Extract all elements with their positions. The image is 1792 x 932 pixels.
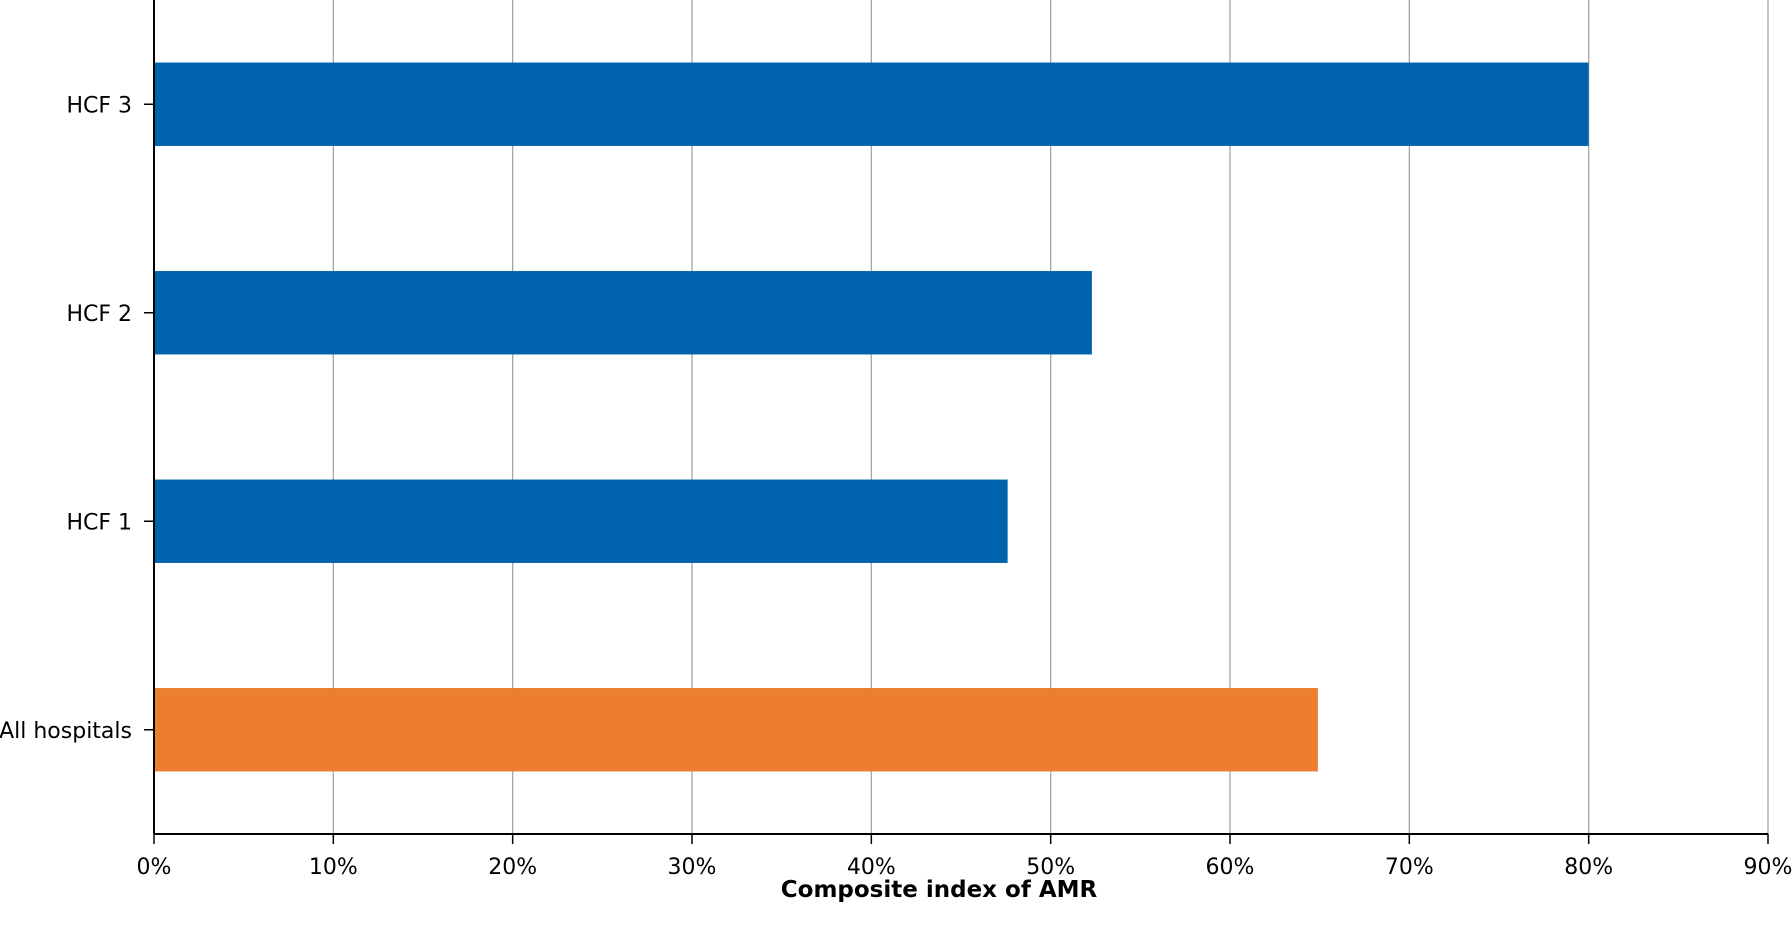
bar-hcf-2: [154, 271, 1092, 355]
x-tick-label: 70%: [1385, 855, 1434, 880]
x-tick-label: 40%: [847, 855, 896, 880]
x-tick-label: 10%: [309, 855, 358, 880]
x-tick-labels: 0% 10% 20% 30% 40% 50% 60% 70% 80% 90%: [137, 855, 1792, 880]
x-tick-label: 60%: [1206, 855, 1255, 880]
x-tick-label: 50%: [1026, 855, 1075, 880]
x-tick-label: 30%: [668, 855, 717, 880]
category-label: HCF 2: [66, 302, 132, 327]
x-tick-label: 20%: [488, 855, 537, 880]
x-tick-label: 80%: [1564, 855, 1613, 880]
category-labels: HCF 3 HCF 2 HCF 1 All hospitals: [0, 93, 154, 744]
bar-hcf-1: [154, 479, 1008, 563]
bars: [154, 62, 1589, 772]
bar-all-hospitals: [154, 688, 1318, 772]
category-label: HCF 1: [66, 510, 132, 535]
category-label: HCF 3: [66, 93, 132, 118]
category-label: All hospitals: [0, 719, 132, 744]
x-axis-title: Composite index of AMR: [781, 877, 1098, 903]
x-tick-label: 0%: [137, 855, 172, 880]
axes: [153, 0, 1768, 835]
bar-hcf-3: [154, 62, 1589, 146]
x-tick-label: 90%: [1744, 855, 1792, 880]
